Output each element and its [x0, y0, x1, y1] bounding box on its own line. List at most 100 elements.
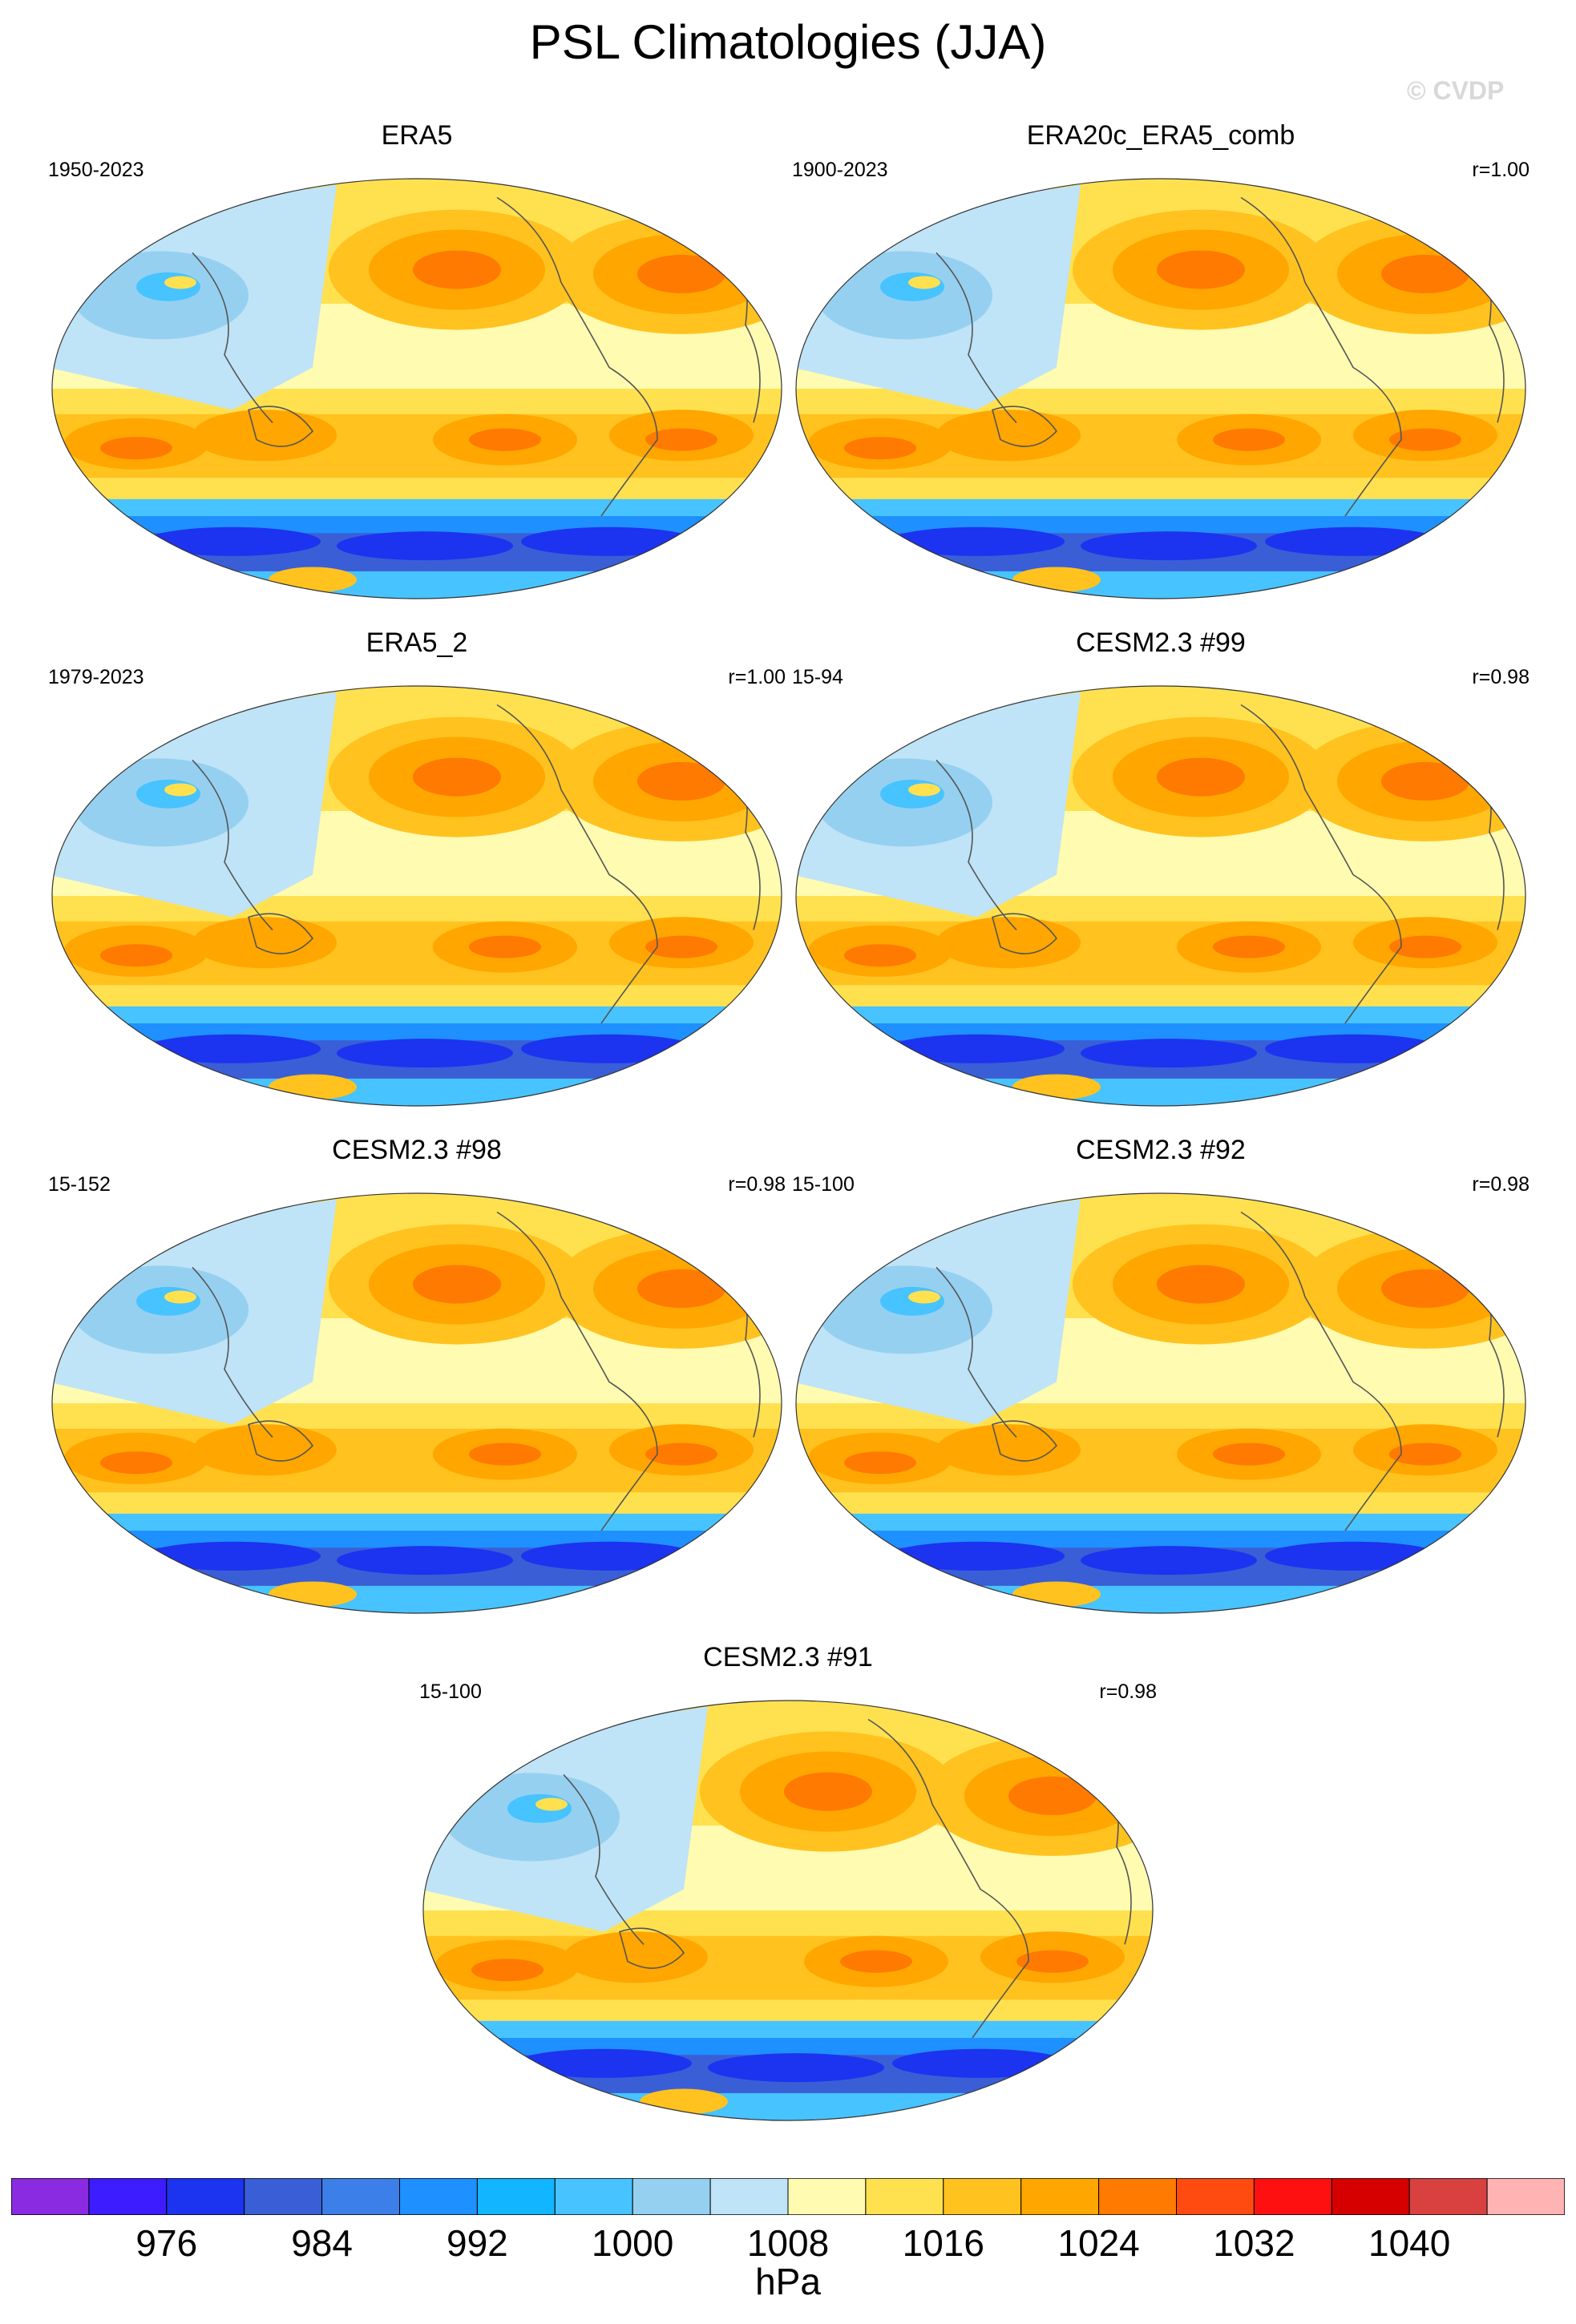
tibet-plateau-high — [908, 783, 940, 797]
subtropical-high-core — [1213, 935, 1285, 958]
subtropical-high-core — [1016, 1950, 1089, 1973]
southern-ocean-low — [144, 1034, 321, 1063]
panel-period: 15-100 — [792, 1173, 855, 1196]
antarctica-high — [1012, 567, 1101, 593]
zonal-band — [796, 1078, 1525, 1106]
subtropical-high-south — [936, 917, 1081, 969]
southern-ocean-low — [521, 1034, 697, 1063]
southern-ocean-low — [888, 1541, 1065, 1571]
colorbar-tick-label: 1024 — [1057, 2222, 1140, 2264]
southern-ocean-low — [1265, 1034, 1441, 1063]
subtropical-high-core — [1213, 428, 1285, 451]
colorbar-swatch — [244, 2178, 323, 2215]
zonal-band — [52, 516, 782, 535]
map-border — [51, 1192, 782, 1614]
tibet-plateau-high — [908, 1290, 940, 1304]
southern-ocean-low — [708, 2053, 884, 2083]
asia-coastline — [192, 1266, 273, 1438]
psl-map — [795, 178, 1526, 599]
colorbar-swatch — [166, 2178, 245, 2215]
australia-coastline — [992, 405, 1058, 447]
tibet-plateau-high — [164, 783, 196, 797]
antarctica-high — [1012, 1581, 1101, 1608]
subtropical-high-south — [564, 1931, 708, 1983]
map-panel: ERA20c_ERA5_comb 1900-2023 r=1.00 — [792, 120, 1530, 601]
map-panel: CESM2.3 #91 15-100 r=0.98 — [419, 1642, 1157, 2123]
subtropical-high-north-core — [1157, 250, 1245, 289]
panel-pattern-correlation: r=1.00 — [728, 666, 786, 688]
australia-coastline — [992, 1420, 1058, 1462]
asia-coastline — [935, 252, 1017, 423]
map-border — [51, 178, 782, 599]
subtropical-high-core — [100, 1451, 172, 1475]
map-panel: CESM2.3 #98 15-152 r=0.98 — [48, 1135, 786, 1616]
zonal-band — [52, 1078, 782, 1106]
subtropical-high-core — [844, 944, 916, 967]
zonal-band — [423, 2092, 1153, 2120]
americas-coastline — [1240, 1211, 1402, 1531]
southern-ocean-low — [1081, 531, 1257, 561]
zonal-band — [52, 498, 782, 517]
colorbar-tick-label: 992 — [447, 2222, 508, 2264]
zonal-band — [796, 478, 1525, 500]
colorbar-tick-label: 1000 — [592, 2222, 674, 2264]
panel-title: ERA5 — [381, 120, 453, 151]
map-border — [795, 178, 1526, 599]
southern-ocean-low — [888, 527, 1065, 556]
southern-ocean-low — [892, 2048, 1069, 2078]
americas-coastline — [867, 1718, 1029, 2039]
colorbar-swatch — [554, 2178, 633, 2215]
colorbar-swatch — [787, 2178, 867, 2215]
panel-period: 15-94 — [792, 666, 843, 688]
antarctica-high — [269, 567, 357, 593]
americas-coastline — [496, 1211, 658, 1531]
panel-title: CESM2.3 #98 — [332, 1135, 502, 1165]
zonal-band — [796, 1513, 1525, 1531]
psl-map — [51, 1192, 782, 1614]
zonal-band — [423, 2020, 1153, 2039]
panel-title: CESM2.3 #91 — [703, 1642, 873, 1672]
asia-coastline — [192, 759, 273, 930]
colorbar-swatch — [865, 2178, 944, 2215]
subtropical-high-core — [844, 437, 916, 460]
tibet-plateau-high — [908, 276, 940, 289]
subtropical-high-core — [1389, 1442, 1461, 1466]
zonal-band — [52, 985, 782, 1007]
subtropical-high-core — [844, 1451, 916, 1475]
subtropical-high-core — [645, 1442, 717, 1466]
southern-ocean-low — [337, 1546, 513, 1576]
australia-coastline — [992, 913, 1058, 954]
asia-coastline — [935, 1266, 1017, 1438]
colorbar-swatch — [1331, 2178, 1410, 2215]
colorbar-swatch — [709, 2178, 789, 2215]
tibet-plateau-high — [164, 276, 196, 289]
colorbar — [11, 2178, 1565, 2215]
colorbar-swatch — [1176, 2178, 1255, 2215]
colorbar-swatch — [88, 2178, 168, 2215]
map-border — [422, 1700, 1154, 2121]
cvdp-watermark: © CVDP — [1407, 76, 1505, 105]
subtropical-high-north-core — [1008, 1776, 1097, 1815]
panel-title: CESM2.3 #99 — [1076, 627, 1246, 658]
colorbar-units: hPa — [755, 2261, 821, 2302]
zonal-band — [423, 2038, 1153, 2056]
zonal-band — [796, 1531, 1525, 1549]
southern-ocean-low — [515, 2048, 692, 2078]
subtropical-high-north-core — [1381, 761, 1469, 801]
zonal-band — [52, 1531, 782, 1549]
map-border — [51, 685, 782, 1107]
subtropical-high-south — [192, 1424, 337, 1476]
subtropical-high-north-core — [413, 757, 501, 797]
zonal-band — [52, 1513, 782, 1531]
zonal-band — [52, 1492, 782, 1515]
panel-pattern-correlation: r=0.98 — [1472, 1173, 1530, 1196]
panel-title: CESM2.3 #92 — [1076, 1135, 1246, 1165]
zonal-band — [423, 1999, 1153, 2022]
psl-map — [422, 1700, 1154, 2121]
southern-ocean-low — [144, 527, 321, 556]
southern-ocean-low — [337, 1039, 513, 1068]
colorbar-swatch — [1098, 2178, 1177, 2215]
zonal-band — [796, 571, 1525, 599]
subtropical-high-north-core — [637, 761, 725, 801]
subtropical-high-south — [192, 917, 337, 969]
